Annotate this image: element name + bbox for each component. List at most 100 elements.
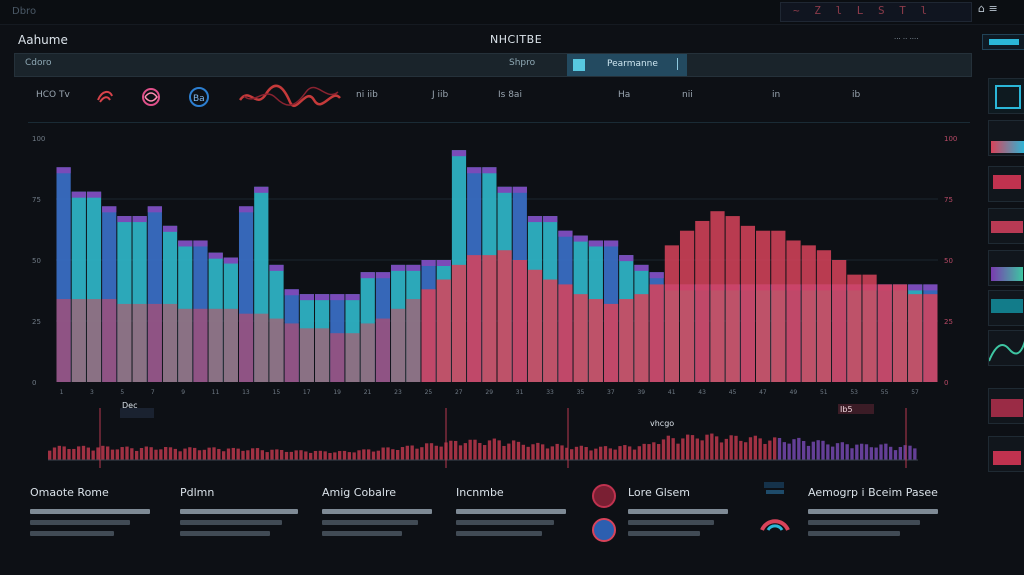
bar-series-2[interactable]: [740, 225, 756, 382]
bar-series-2[interactable]: [162, 303, 178, 382]
legend-label-8: Ha: [618, 90, 631, 100]
bar-series-2[interactable]: [208, 308, 223, 382]
bar-series-2[interactable]: [330, 333, 345, 382]
bar-series-2[interactable]: [923, 294, 938, 382]
bar-series-2[interactable]: [816, 250, 832, 382]
bar-series-2[interactable]: [664, 245, 679, 382]
bar-series-2[interactable]: [193, 308, 208, 382]
bar-series-2[interactable]: [908, 294, 923, 382]
bar-series-2[interactable]: [482, 255, 497, 382]
footer-card-2[interactable]: Amig Cobalre: [322, 486, 462, 542]
timeline-bar: [589, 450, 593, 460]
timeline-bar: [840, 442, 844, 460]
toolbar-glyphs[interactable]: ~ Z l L S T l: [780, 2, 972, 22]
sidebar-thumb-3[interactable]: [988, 208, 1024, 244]
header-action-button[interactable]: [982, 34, 1024, 50]
bar-series-2[interactable]: [527, 269, 543, 382]
sidebar-thumb-4[interactable]: [988, 250, 1024, 286]
bar-series-2[interactable]: [71, 299, 86, 382]
bar-series-2[interactable]: [315, 328, 330, 382]
bar-series-2[interactable]: [558, 284, 573, 382]
sidebar-thumb-7[interactable]: [988, 388, 1024, 424]
bar-series-2[interactable]: [619, 299, 634, 382]
timeline-chart[interactable]: Dec Ib5 vhcgo: [28, 398, 968, 470]
timeline-bar: [657, 444, 661, 460]
bar-series-2[interactable]: [467, 255, 482, 382]
bar-cap: [649, 272, 664, 279]
bar-series-2[interactable]: [801, 245, 816, 382]
bar-series-2[interactable]: [649, 284, 664, 382]
bar-series-2[interactable]: [847, 274, 862, 382]
bar-series-2[interactable]: [238, 313, 254, 382]
bar-series-2[interactable]: [102, 299, 117, 382]
bar-series-2[interactable]: [345, 333, 360, 382]
bar-series-2[interactable]: [451, 264, 467, 382]
bar-cap: [299, 294, 315, 301]
bar-series-2[interactable]: [588, 299, 603, 382]
timeline-bar: [386, 447, 390, 460]
sidebar-thumb-6[interactable]: [988, 330, 1024, 366]
bar-series-2[interactable]: [634, 294, 649, 382]
timeline-bar: [903, 445, 907, 460]
bar-series-2[interactable]: [269, 318, 284, 382]
sidebar-thumb-1[interactable]: [988, 120, 1024, 156]
bar-series-2[interactable]: [877, 284, 892, 382]
bar-cap: [497, 186, 512, 193]
footer-card-3[interactable]: Incnmbe: [456, 486, 596, 542]
bar-series-2[interactable]: [391, 308, 406, 382]
timeline-bar: [773, 437, 777, 460]
bar-series-2[interactable]: [725, 216, 740, 382]
bar-series-2[interactable]: [695, 220, 710, 382]
footer-card-0[interactable]: Omaote Rome: [30, 486, 170, 542]
bar-series-2[interactable]: [147, 303, 162, 382]
footer-line: [628, 509, 728, 514]
bar-series-2[interactable]: [375, 318, 391, 382]
tab-left[interactable]: Cdoro: [25, 58, 52, 68]
bar-series-2[interactable]: [436, 279, 451, 382]
bar-series-2[interactable]: [284, 323, 299, 382]
bar-series-2[interactable]: [86, 299, 102, 382]
bar-cap: [208, 252, 223, 259]
bar-series-2[interactable]: [543, 279, 558, 382]
bar-series-2[interactable]: [497, 250, 512, 382]
bar-series-2[interactable]: [178, 308, 193, 382]
bar-cap: [254, 186, 269, 193]
footer-card-1[interactable]: Pdlmn: [180, 486, 320, 542]
bar-series-2[interactable]: [299, 328, 315, 382]
top-bar: Dbro ~ Z l L S T l ⌂ ≡: [0, 0, 1024, 25]
timeline-bar: [521, 444, 525, 460]
bar-series-2[interactable]: [786, 240, 801, 382]
bar-series-2[interactable]: [132, 303, 147, 382]
footer-line: [180, 520, 282, 525]
bar-series-2[interactable]: [679, 230, 695, 382]
bar-series-2[interactable]: [421, 289, 436, 382]
bar-series-2[interactable]: [756, 230, 771, 382]
tab-active[interactable]: Pearmanne: [567, 54, 687, 76]
bar-series-2[interactable]: [223, 308, 238, 382]
bar-series-2[interactable]: [56, 299, 71, 382]
sidebar-thumb-8[interactable]: [988, 436, 1024, 472]
bar-series-2[interactable]: [832, 260, 847, 382]
footer-card-5[interactable]: Aemogrp i Bceim Pasee: [808, 486, 958, 542]
main-chart[interactable]: 0 0 25 25 50 50 75 75 100 100 1 3 5 7 9 11 13 15 17 19 21 23 2…: [28, 128, 970, 398]
bar-series-2[interactable]: [254, 313, 269, 382]
timeline-bar: [149, 447, 153, 460]
bar-series-2[interactable]: [406, 299, 421, 382]
bar-series-2[interactable]: [710, 211, 725, 382]
footer-card-4[interactable]: Lore Glsem: [628, 486, 768, 542]
bar-series-2[interactable]: [512, 260, 527, 382]
bar-series-2[interactable]: [603, 303, 619, 382]
window-controls[interactable]: ⌂ ≡: [978, 2, 998, 15]
bar-series-2[interactable]: [360, 323, 375, 382]
bar-series-2[interactable]: [892, 284, 908, 382]
bar-series-2[interactable]: [771, 230, 786, 382]
sidebar-thumb-0[interactable]: [988, 78, 1024, 114]
bar-cap: [238, 206, 254, 213]
sidebar-thumb-5[interactable]: [988, 290, 1024, 326]
timeline-bar: [724, 438, 728, 460]
bar-series-2[interactable]: [117, 303, 132, 382]
bar-series-2[interactable]: [862, 274, 877, 382]
tab-mid[interactable]: Shpro: [509, 58, 536, 68]
sidebar-thumb-2[interactable]: [988, 166, 1024, 202]
bar-series-2[interactable]: [573, 294, 588, 382]
